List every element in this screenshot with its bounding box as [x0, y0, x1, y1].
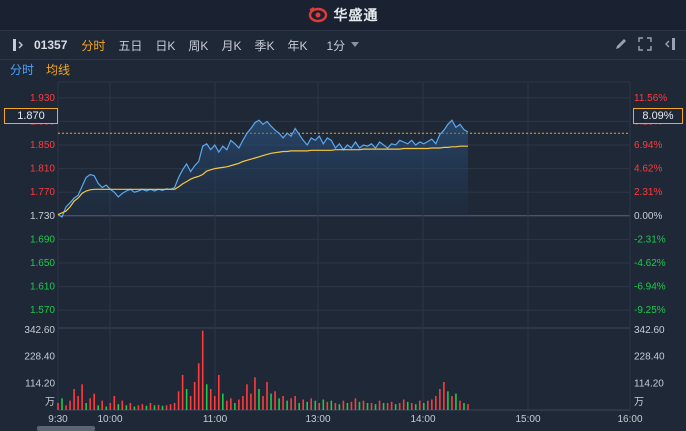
expand-panel-icon[interactable]	[662, 37, 676, 51]
time-tick-label: 9:30	[48, 414, 68, 425]
tab-quarterly-k[interactable]: 季K	[254, 38, 275, 53]
time-tick-label: 13:00	[305, 414, 330, 425]
time-scrollbar[interactable]	[37, 426, 95, 431]
price-tick-label: 1.930	[30, 93, 55, 104]
price-tick-label: 1.730	[30, 211, 55, 222]
period-value: 1分	[326, 38, 346, 53]
time-tick-label: 16:00	[617, 414, 642, 425]
pct-tick-label: -4.62%	[634, 258, 666, 269]
pct-tick-label: 11.56%	[634, 93, 667, 104]
pct-tick-label: -2.31%	[634, 234, 666, 245]
collapse-panel-icon[interactable]	[12, 38, 26, 52]
tab-yearly-k[interactable]: 年K	[287, 38, 308, 53]
price-tick-label: 1.650	[30, 258, 55, 269]
volume-tick-label: 114.20	[25, 378, 55, 389]
app-header: 华盛通	[0, 0, 686, 31]
stock-code: 01357	[34, 38, 68, 52]
price-tick-label: 1.690	[30, 234, 55, 245]
price-tick-label: 1.850	[30, 140, 55, 151]
tab-daily-k[interactable]: 日K	[155, 38, 176, 53]
average-line	[57, 145, 468, 216]
indicator-bar: 分时 均线	[0, 60, 70, 78]
price-lines	[57, 119, 469, 218]
volume-unit-label: 万	[45, 397, 55, 408]
volume-tick-label-right: 342.60	[634, 325, 665, 336]
pct-tick-label: 4.62%	[634, 164, 662, 175]
pct-tick-label: 0.00%	[634, 211, 662, 222]
volume-tick-label-right: 228.40	[634, 352, 665, 363]
volume-tick-label-right: 114.20	[634, 378, 664, 389]
chart-toolbar: 01357 分时 五日 日K 周K 月K 季K 年K 1分	[0, 31, 686, 60]
volume-tick-label: 342.60	[24, 325, 55, 336]
price-tick-label: 1.810	[30, 164, 55, 175]
price-area	[58, 120, 468, 217]
current-pct-tag: 8.09%	[633, 108, 683, 124]
tab-average-line[interactable]: 均线	[46, 62, 71, 77]
price-tick-label: 1.570	[30, 305, 55, 316]
volume-unit-label-right: 万	[634, 397, 644, 408]
price-tick-label: 1.610	[30, 282, 55, 293]
time-tick-label: 10:00	[97, 414, 122, 425]
time-tick-label: 14:00	[410, 414, 435, 425]
tab-weekly-k[interactable]: 周K	[188, 38, 209, 53]
tab-five-day[interactable]: 五日	[118, 38, 143, 53]
period-dropdown[interactable]: 1分	[326, 37, 360, 54]
time-tick-label: 15:00	[515, 414, 540, 425]
chart-grid	[57, 81, 631, 411]
pct-tick-label: 6.94%	[634, 140, 662, 151]
axis-labels: 1.93011.56%1.8909.25%1.8506.94%1.8104.62…	[24, 93, 667, 425]
tab-time-indicator[interactable]: 分时	[10, 62, 35, 77]
tab-monthly-k[interactable]: 月K	[221, 38, 242, 53]
fullscreen-icon[interactable]	[638, 37, 652, 51]
pencil-icon[interactable]	[614, 37, 628, 51]
pct-tick-label: -6.94%	[634, 282, 666, 293]
brand-name: 华盛通	[333, 7, 379, 23]
chevron-down-icon	[351, 42, 360, 47]
tab-timeshare[interactable]: 分时	[81, 38, 106, 53]
volume-tick-label: 228.40	[24, 352, 55, 363]
price-area-fill	[58, 120, 468, 217]
price-tick-label: 1.770	[30, 187, 55, 198]
price-line	[57, 119, 469, 218]
volume-bars	[57, 330, 469, 410]
current-price-tag: 1.870	[4, 108, 58, 124]
time-tick-label: 11:00	[203, 414, 228, 425]
pct-tick-label: 2.31%	[634, 187, 662, 198]
pct-tick-label: -9.25%	[634, 305, 666, 316]
brand-logo-icon	[308, 7, 327, 23]
